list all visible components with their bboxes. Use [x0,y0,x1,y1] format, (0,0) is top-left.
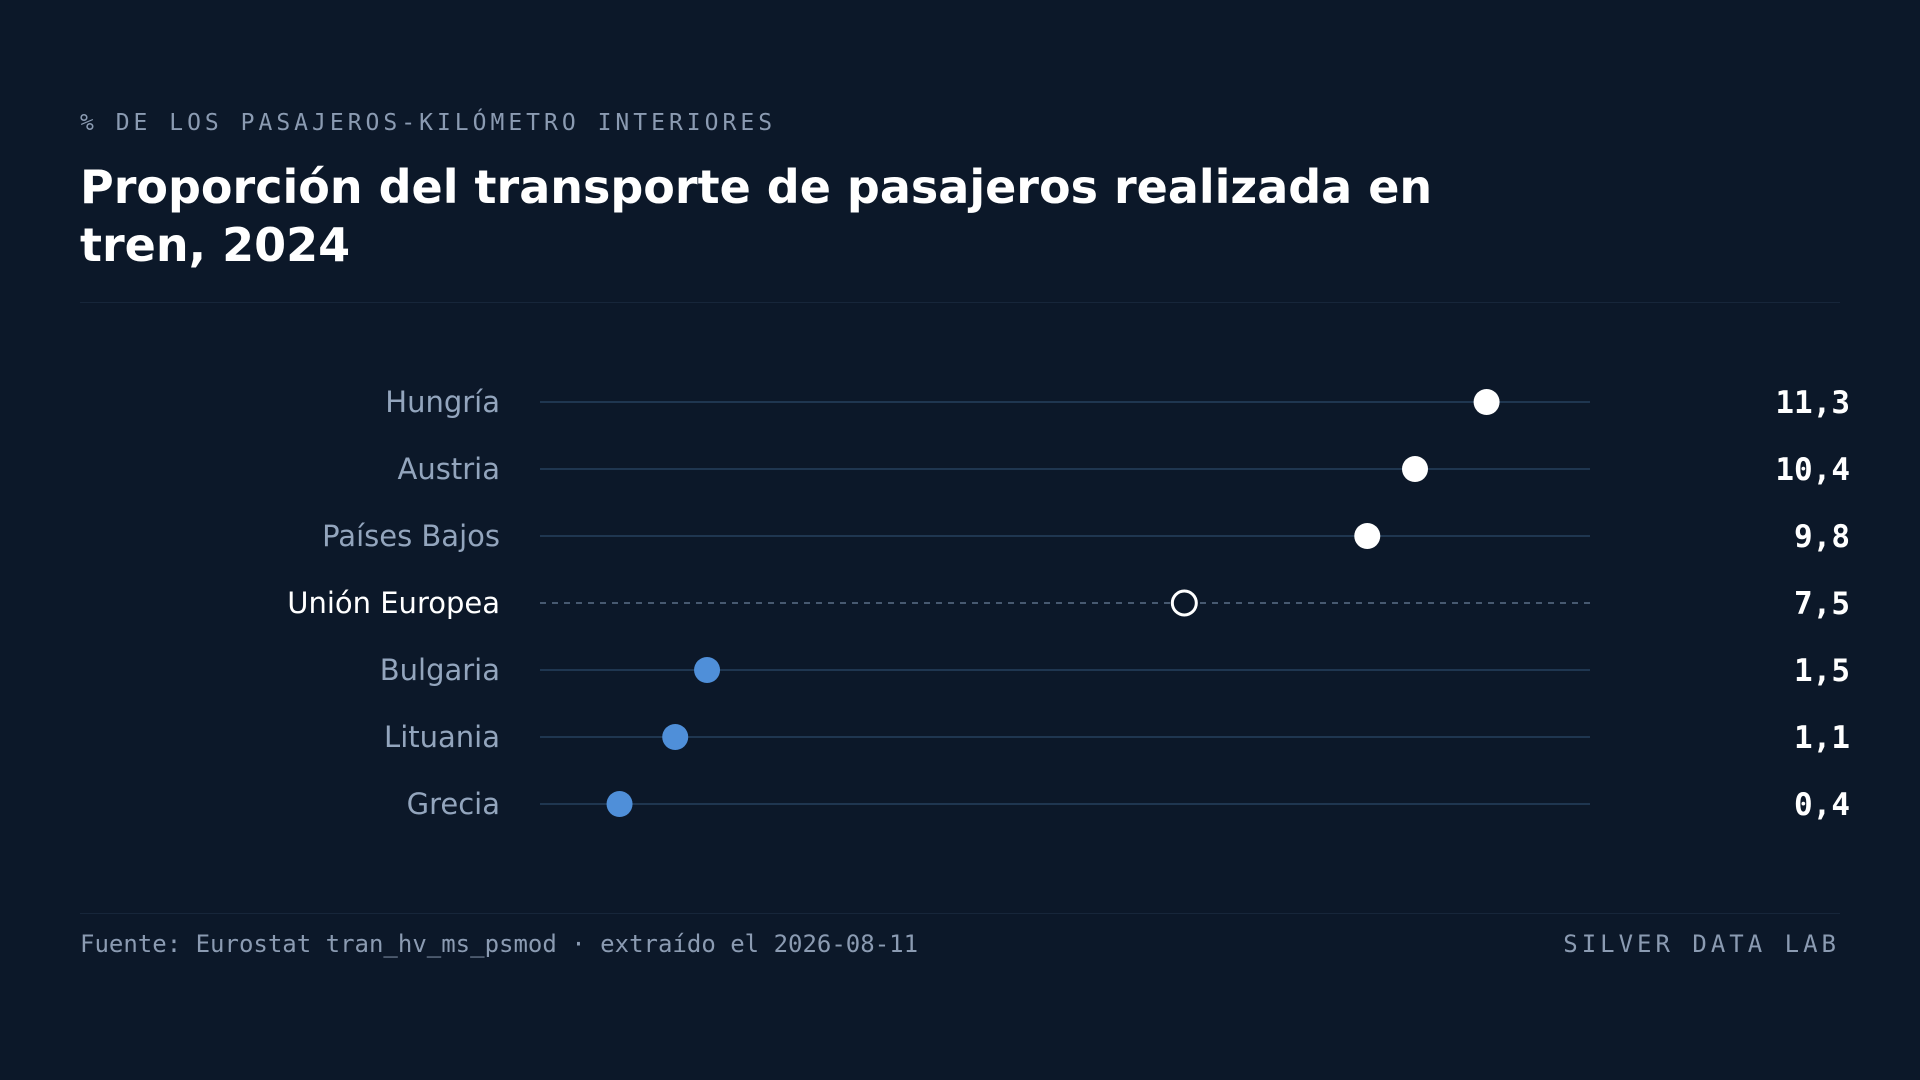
value-label: 1,5 [1794,653,1850,689]
data-point-reference [1170,589,1198,617]
value-label: 11,3 [1775,385,1850,421]
category-label: Unión Europea [287,586,500,620]
chart-row-austria: Austria 10,4 [398,452,1850,488]
data-point [1402,456,1428,482]
chart-title: Proporción del transporte de pasajeros r… [80,160,1433,272]
value-label: 10,4 [1775,452,1850,488]
category-label: Hungría [385,385,500,419]
data-point [1473,389,1500,415]
data-point [1354,523,1381,549]
data-point [662,724,689,750]
chart-row-lituania: Lituania 1,1 [384,720,1850,756]
chart-row-grecia: Grecia 0,4 [407,787,1850,823]
chart-rows: Hungría 11,3 Austria 10,4 Países Bajos 9,8 Uni… [287,385,1850,823]
chart-row-bulgaria: Bulgaria 1,5 [380,653,1850,689]
category-label: Bulgaria [380,653,500,687]
category-label: Países Bajos [322,519,500,553]
category-label: Austria [398,452,500,486]
chart-row-hungria: Hungría 11,3 [385,385,1850,421]
value-label: 7,5 [1794,586,1850,622]
brand-label: SILVER DATA LAB [1563,930,1840,958]
chart-subtitle: % DE LOS PASAJEROS-KILÓMETRO INTERIORES [80,110,777,136]
data-point [694,657,721,683]
category-label: Grecia [407,787,500,821]
chart-row-paises-bajos: Países Bajos 9,8 [322,519,1850,555]
source-note: Fuente: Eurostat tran_hv_ms_psmod · extr… [80,930,919,958]
data-point [606,791,633,817]
category-label: Lituania [384,720,500,754]
chart-row-union-europea: Unión Europea 7,5 [287,586,1850,622]
value-label: 9,8 [1794,519,1850,555]
value-label: 0,4 [1794,787,1850,823]
header-divider [80,302,1840,303]
value-label: 1,1 [1794,720,1850,756]
footer-divider [80,913,1840,914]
